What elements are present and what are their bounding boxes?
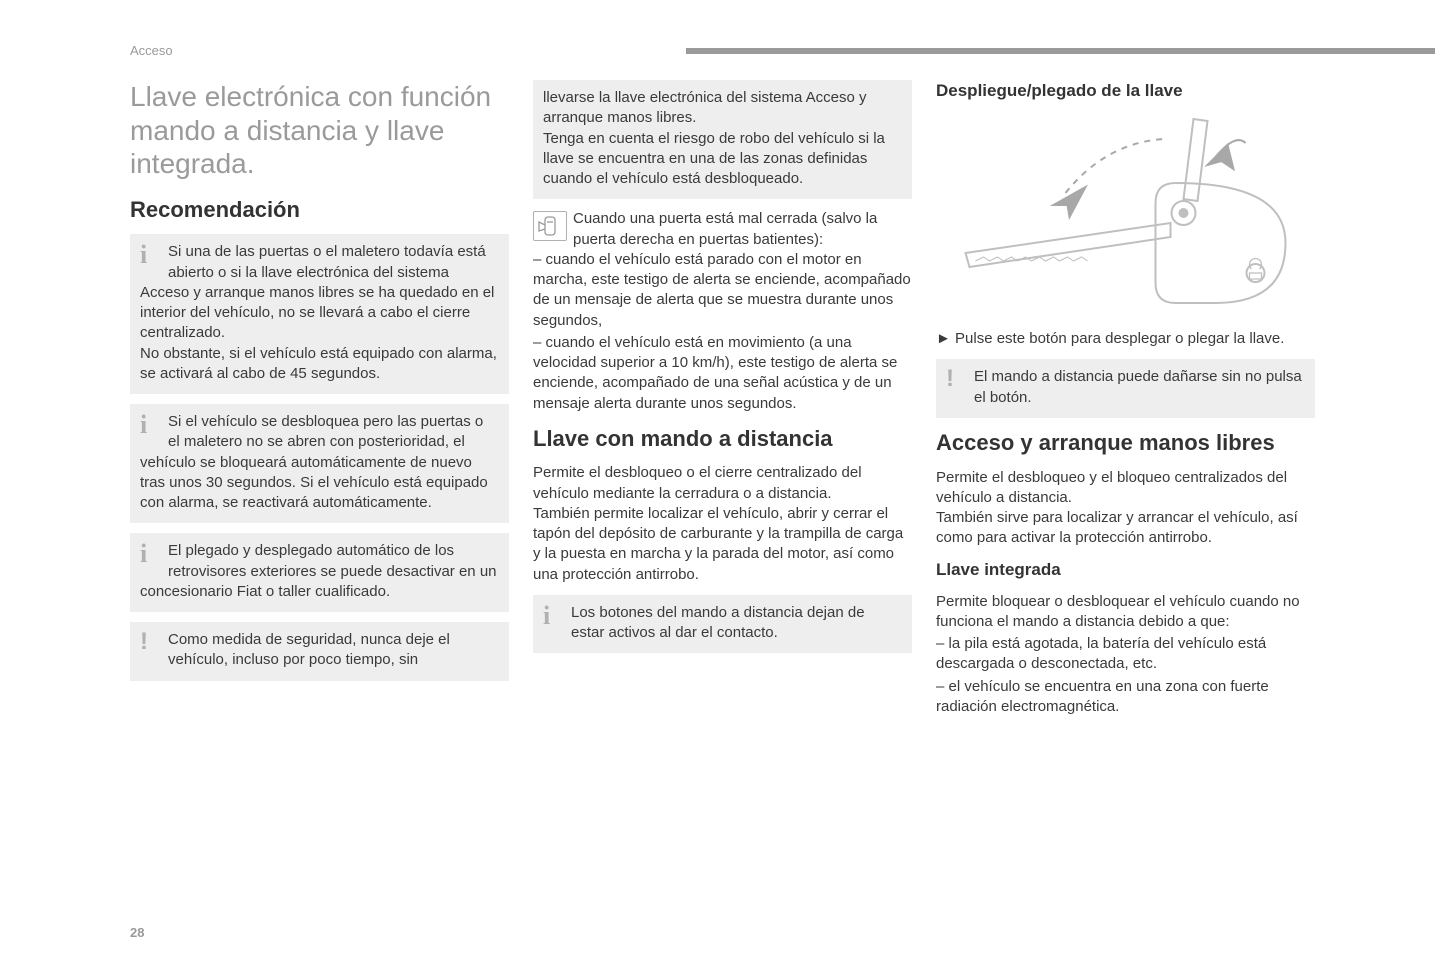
paragraph: Permite el desbloqueo y el bloqueo centr… (936, 468, 1315, 549)
subheading-llave-integrada: Llave integrada (936, 559, 1315, 582)
paragraph: Permite el desbloqueo o el cierre centra… (533, 463, 912, 585)
note-text: Si el vehículo se desbloquea pero las pu… (140, 413, 488, 511)
note-text: llevarse la llave electrónica del sistem… (543, 89, 885, 187)
car-door-open-icon (533, 211, 567, 241)
columns: Llave electrónica con función mando a di… (130, 80, 1315, 719)
column-1: Llave electrónica con función mando a di… (130, 80, 509, 719)
note-text: El plegado y desplegado automático de lo… (140, 542, 497, 600)
paragraph: ► Pulse este botón para desplegar o pleg… (936, 329, 1315, 349)
column-2: llevarse la llave electrónica del sistem… (533, 80, 912, 719)
key-fold-illustration (936, 113, 1315, 313)
info-note-2: i Si el vehículo se desbloquea pero las … (130, 404, 509, 523)
section-heading-llave-mando: Llave con mando a distancia (533, 424, 912, 454)
info-note-3: i El plegado y desplegado automático de … (130, 533, 509, 612)
bullet-item: – cuando el vehículo está parado con el … (533, 250, 912, 331)
note-text: Si una de las puertas o el maletero toda… (140, 243, 497, 382)
column-3: Despliegue/plegado de la llave (936, 80, 1315, 719)
info-icon: i (543, 603, 565, 633)
warning-icon: ! (946, 367, 968, 397)
page-title: Llave electrónica con función mando a di… (130, 80, 509, 181)
paragraph: Cuando una puerta está mal cerrada (salv… (573, 210, 877, 247)
section-heading-acceso-arranque: Acceso y arranque manos libres (936, 428, 1315, 458)
info-note-5: i Los botones del mando a distancia deja… (533, 595, 912, 654)
info-icon: i (140, 541, 162, 571)
subheading-despliegue: Despliegue/plegado de la llave (936, 80, 1315, 103)
note-text: Los botones del mando a distancia dejan … (571, 604, 865, 641)
warning-note-1: ! Como medida de seguridad, nunca deje e… (130, 622, 509, 681)
bullet-item: – cuando el vehículo está en movimiento … (533, 333, 912, 414)
header-rule (686, 48, 1435, 54)
warning-note-1-continued: llevarse la llave electrónica del sistem… (533, 80, 912, 199)
paragraph: Permite bloquear o desbloquear el vehícu… (936, 592, 1315, 633)
note-text: Como medida de seguridad, nunca deje el … (168, 631, 450, 668)
info-icon: i (140, 412, 162, 442)
bullet-item: – la pila está agotada, la batería del v… (936, 634, 1315, 675)
manual-page: Acceso Llave electrónica con función man… (0, 0, 1445, 739)
section-heading-recomendacion: Recomendación (130, 195, 509, 225)
warning-icon: ! (140, 630, 162, 660)
info-icon: i (140, 242, 162, 272)
page-header: Acceso (130, 42, 1315, 60)
page-number: 28 (130, 924, 144, 942)
info-note-1: i Si una de las puertas o el maletero to… (130, 234, 509, 394)
warning-note-2: ! El mando a distancia puede dañarse sin… (936, 359, 1315, 418)
bullet-item: – el vehículo se encuentra en una zona c… (936, 677, 1315, 718)
door-warning-block: Cuando una puerta está mal cerrada (salv… (533, 209, 912, 414)
note-text: El mando a distancia puede dañarse sin n… (974, 368, 1302, 405)
